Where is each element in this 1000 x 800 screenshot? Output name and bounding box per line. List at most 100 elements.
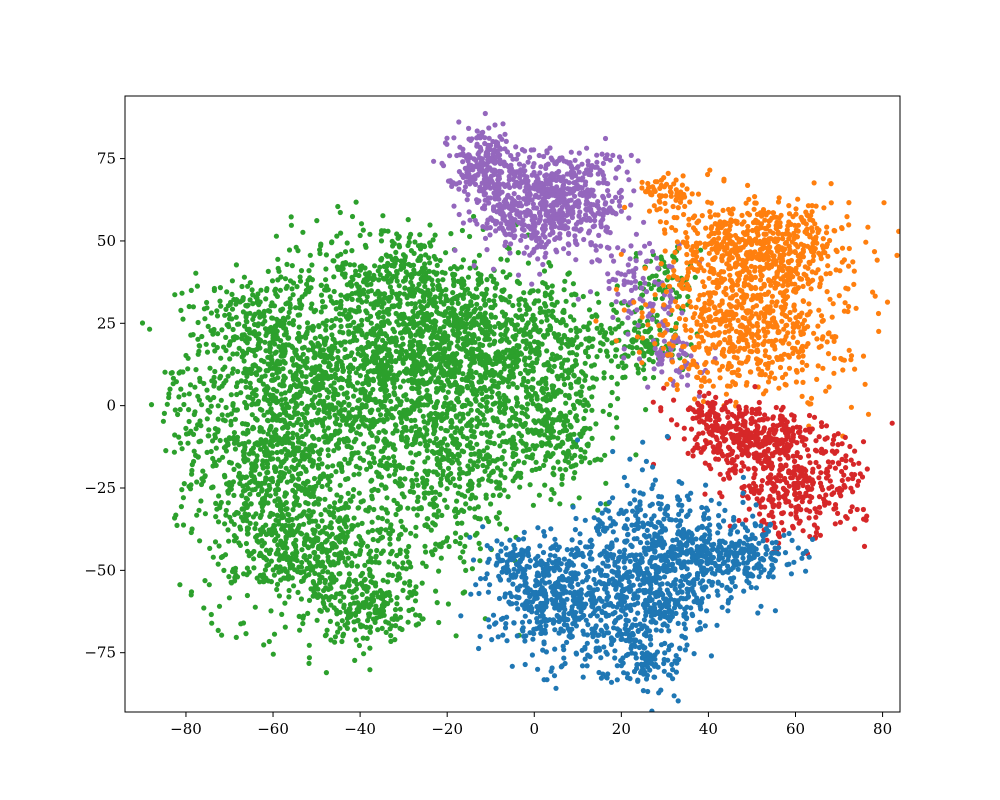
scatter-point (413, 590, 419, 597)
scatter-point (363, 298, 370, 304)
scatter-point (589, 435, 595, 441)
scatter-point (320, 423, 326, 429)
scatter-point (246, 346, 252, 352)
scatter-point (356, 304, 362, 310)
scatter-point (353, 637, 359, 643)
scatter-point (368, 579, 374, 585)
scatter-point (359, 317, 365, 323)
scatter-point (508, 354, 514, 360)
scatter-point (483, 333, 489, 339)
scatter-point (272, 464, 278, 470)
scatter-point (457, 484, 463, 490)
scatter-point (178, 504, 184, 510)
scatter-point (415, 482, 421, 488)
scatter-point (334, 233, 340, 239)
scatter-point (413, 524, 419, 531)
scatter-point (555, 459, 561, 465)
scatter-point (484, 464, 490, 470)
scatter-point (413, 584, 419, 590)
scatter-point (416, 350, 422, 356)
scatter-point (438, 555, 444, 561)
scatter-point (608, 358, 615, 364)
scatter-point (340, 633, 346, 639)
scatter-point (522, 420, 529, 426)
scatter-point (337, 515, 343, 521)
scatter-point (282, 550, 288, 556)
scatter-point (438, 476, 444, 482)
scatter-point (406, 607, 412, 614)
scatter-point (502, 356, 508, 362)
scatter-point (501, 287, 507, 293)
scatter-point (388, 633, 394, 639)
scatter-point (478, 379, 485, 385)
scatter-point (225, 321, 231, 328)
scatter-point (445, 601, 451, 607)
scatter-point (216, 543, 222, 549)
scatter-point (501, 366, 507, 372)
scatter-point (445, 389, 451, 395)
scatter-point (301, 456, 307, 462)
scatter-point (436, 568, 442, 574)
scatter-point (514, 358, 520, 364)
scatter-point (440, 454, 446, 460)
scatter-point (369, 432, 375, 438)
scatter-point (383, 462, 389, 468)
scatter-point (571, 317, 577, 323)
scatter-point (319, 461, 325, 467)
scatter-point (270, 567, 276, 573)
scatter-point (364, 310, 370, 316)
scatter-point (248, 370, 254, 376)
scatter-point (533, 324, 539, 330)
scatter-point (269, 315, 275, 321)
scatter-point (601, 370, 607, 376)
scatter-point (472, 396, 478, 402)
scatter-point (399, 335, 405, 341)
scatter-point (432, 368, 438, 374)
scatter-point (437, 346, 443, 352)
scatter-point (561, 381, 568, 388)
scatter-point (576, 495, 582, 501)
scatter-point (258, 531, 264, 537)
scatter-point (451, 282, 457, 289)
scatter-point (241, 358, 247, 364)
scatter-point (452, 357, 459, 363)
scatter-point (505, 398, 511, 404)
scatter-point (234, 321, 241, 327)
scatter-point (322, 433, 329, 439)
scatter-point (305, 428, 311, 434)
scatter-point (438, 425, 444, 431)
scatter-point (352, 657, 358, 664)
scatter-point (455, 520, 461, 527)
scatter-point (464, 375, 470, 381)
scatter-point (231, 430, 237, 436)
scatter-point (357, 413, 363, 419)
scatter-point (342, 505, 348, 511)
scatter-point (264, 563, 270, 569)
scatter-point (273, 395, 279, 401)
scatter-point (463, 353, 469, 360)
scatter-point (468, 368, 474, 374)
scatter-point (282, 446, 288, 452)
scatter-point (530, 312, 536, 318)
scatter-point (493, 514, 499, 520)
scatter-point (219, 412, 225, 418)
scatter-point (202, 316, 208, 322)
scatter-point (468, 407, 474, 413)
scatter-point (285, 573, 292, 579)
scatter-point (427, 501, 433, 507)
scatter-point (387, 284, 393, 290)
scatter-point (484, 422, 490, 428)
scatter-point (342, 516, 348, 522)
scatter-point (360, 381, 366, 387)
scatter-point (369, 488, 375, 494)
scatter-point (451, 295, 457, 302)
scatter-point (295, 248, 301, 254)
scatter-point (300, 615, 306, 621)
scatter-point (506, 373, 512, 379)
scatter-point (338, 298, 344, 304)
scatter-point (442, 309, 449, 315)
scatter-point (308, 390, 314, 396)
scatter-point (421, 305, 427, 312)
scatter-point (398, 518, 404, 524)
scatter-point (375, 527, 381, 533)
